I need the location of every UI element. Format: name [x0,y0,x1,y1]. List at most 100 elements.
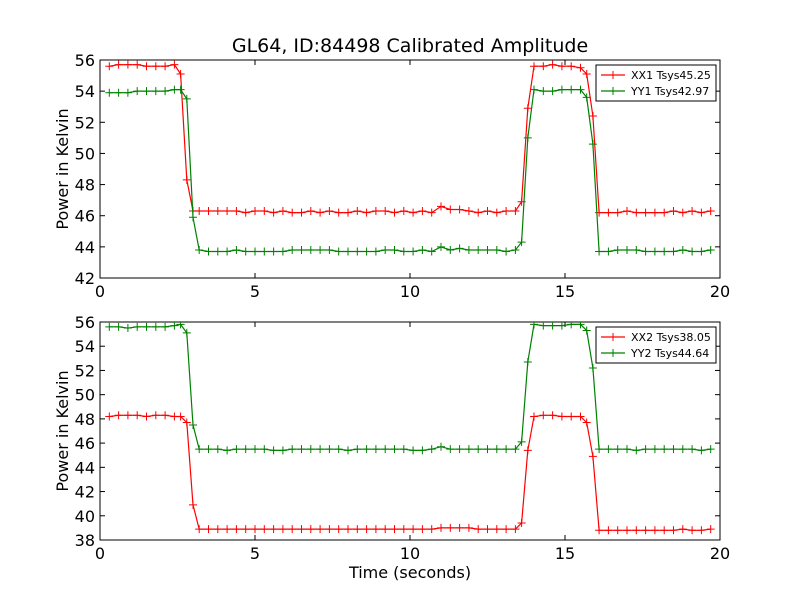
data-point [195,245,204,254]
legend: XX2 Tsys38.05 YY2 Tsys44.64 [595,326,717,364]
legend: XX1 Tsys45.25 YY1 Tsys42.97 [595,64,717,102]
data-point [697,446,706,455]
data-point [251,445,259,454]
y-tick-label: 56 [75,313,95,332]
data-point [204,525,213,534]
data-point [632,526,641,535]
data-point [588,364,597,373]
data-point [381,245,390,254]
data-point [557,322,566,330]
data-point [288,208,297,217]
data-point [455,445,464,454]
data-point [697,526,706,535]
data-point [427,525,436,534]
data-point [595,445,604,454]
data-point [170,60,179,69]
data-point [176,412,185,421]
data-point [182,328,191,337]
data-point [669,247,678,256]
top-panel: 0 5 10 15 20 42 44 46 48 50 52 54 56 Power in Kelvin X… [53,51,730,301]
data-point [437,523,445,532]
legend-label: YY2 Tsys44.64 [630,347,709,360]
data-point [576,412,585,421]
data-point [114,322,123,331]
data-point [446,523,455,532]
data-point [288,445,297,454]
data-point [362,208,371,217]
y-tick-label: 44 [75,238,95,257]
data-point [706,207,715,216]
data-point [669,526,678,535]
data-point [492,525,501,534]
data-point [678,525,687,534]
data-point [427,445,436,454]
data-point [517,238,526,247]
data-point [105,322,114,331]
y-tick-label: 48 [75,176,95,195]
data-point [427,208,436,217]
legend-box [595,326,717,364]
y-tick-label: 54 [75,337,95,356]
data-point [539,411,548,420]
y-axis-label: Power in Kelvin [53,108,72,229]
data-point [576,322,585,329]
data-point [344,525,352,534]
data-point [399,445,408,454]
y-tick-label: 56 [75,51,95,70]
data-point [474,445,483,454]
data-point [176,322,185,329]
data-point [582,326,591,335]
data-point [582,70,591,79]
data-point [706,445,715,454]
data-point [142,62,151,71]
data-point [650,445,659,454]
data-point [353,207,362,216]
data-point [660,526,669,535]
data-point [623,207,631,216]
data-point [623,245,631,254]
data-point [660,208,669,217]
data-point [660,247,669,256]
data-point [306,525,315,534]
data-point [688,445,697,454]
data-point [213,247,222,256]
data-point [502,525,511,534]
data-point [437,442,445,451]
data-point [325,207,334,216]
data-point [114,60,123,69]
data-point [632,208,641,217]
legend-marker [609,333,617,341]
data-point [464,523,473,532]
data-point [269,525,278,534]
data-point [269,208,278,217]
x-tick-label: 15 [555,544,575,563]
data-point [182,418,191,427]
data-point [446,245,455,254]
data-point [483,245,492,254]
data-point [133,87,142,96]
data-point [548,322,557,330]
data-point [502,207,511,216]
data-point [161,87,170,96]
data-point [241,247,250,256]
data-point [182,94,191,103]
data-point [260,445,269,454]
data-point [278,207,287,216]
data-point [390,445,399,454]
data-point [232,445,241,454]
x-axis-label: Time (seconds) [348,563,471,582]
data-point [641,526,650,535]
data-point [474,525,483,534]
data-point [557,412,566,421]
data-point [557,85,566,94]
data-point [613,208,622,217]
data-point [409,247,418,256]
data-point [613,445,622,454]
data-point [151,62,160,71]
data-point [483,445,492,454]
data-point [161,322,170,331]
data-point [189,420,197,429]
data-point [576,85,585,94]
data-point [123,411,132,420]
data-point [650,208,659,217]
